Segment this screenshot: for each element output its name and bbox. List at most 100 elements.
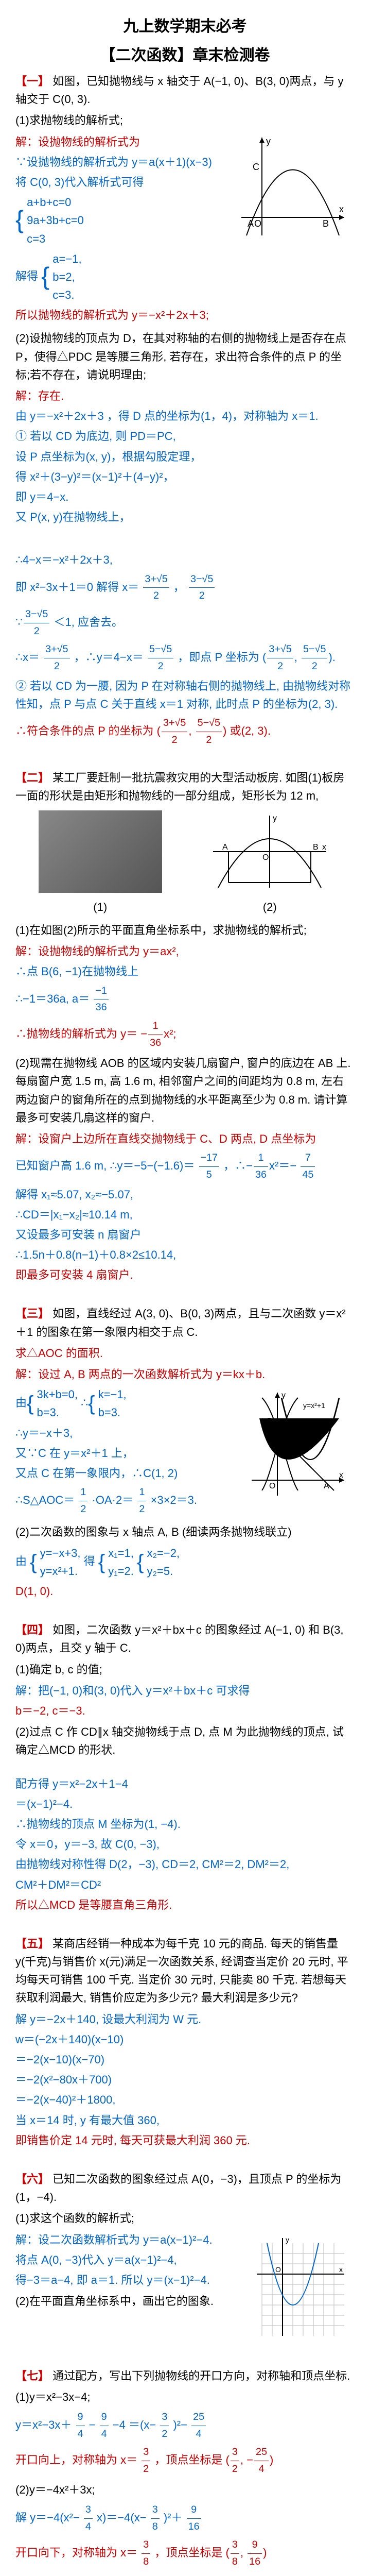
svg-text:x: x: [339, 1471, 343, 1480]
q2-s7: 即最多可安装 4 扇窗户.: [15, 1266, 355, 1284]
q3-figure: O A B C x y y=x²+1: [246, 1387, 349, 1501]
q6-block: 【六】 已知二次函数的图象经过点 A(0，−3)，且顶点 P 的坐标为(1，−4…: [15, 2170, 355, 2206]
q1-d5: 即 y＝4−x.: [15, 488, 355, 506]
q5-block: 【五】 某商店经销一种成本为每千克 10 元的商品. 每天的销售量 y(千克)与…: [15, 1935, 355, 2007]
q4-s1: 解：把(−1, 0)和(3, 0)代入 y＝x²＋bx＋c 可求得: [15, 1682, 355, 1700]
q2-pt: ∴点 B(6, −1)在抛物线上: [15, 962, 355, 980]
q2-block: 【二】 某工厂要赶制一批抗震救灾用的大型活动板房. 如图(1)板房一面的形状是由…: [15, 769, 355, 805]
q2-fig1-placeholder: [39, 810, 162, 893]
q1-p2: (2)设抛物线的顶点为 D，在其对称轴的右侧的抛物线上是否存在点 P，使得△PD…: [15, 329, 355, 384]
q1-solve: 解得 { a=−1, b=2, c=3.: [15, 250, 355, 304]
q3-stem: 如图，直线经过 A(3, 0)、B(0, 3)两点，且与二次函数 y＝x²＋1 …: [15, 1307, 346, 1338]
q1-d8: 即 x²−3x＋1＝0 解得 x＝ 3+√52 ， 3−√52: [15, 571, 355, 604]
q4-s8: 所以△MCD 是等腰直角三角形.: [15, 1896, 355, 1914]
q4-s7: CM²＋DM²＝CD²: [15, 1876, 355, 1894]
fig-x: x: [339, 204, 344, 214]
svg-text:A: A: [222, 843, 228, 852]
svg-text:A: A: [324, 1482, 329, 1490]
q4-label: 【四】: [15, 1623, 49, 1636]
q7-s2d: 开口向下，对称轴为 x＝ 38 ，顶点坐标是 (38, 916): [15, 2537, 355, 2570]
svg-text:y: y: [281, 1391, 286, 1400]
q4-s3: ＝(x−1)²−4.: [15, 1795, 355, 1813]
q6-label: 【六】: [15, 2173, 49, 2185]
q4-block: 【四】 如图，二次函数 y＝x²＋bx＋c 的图象经过 A(−1, 0) 和 B…: [15, 1621, 355, 1657]
q2-s6: ∴1.5n＋0.8(n−1)＋0.8×2≤10.14,: [15, 1246, 355, 1264]
q1-d12: ② 若以 CD 为一腰, 因为 P 在对称轴右侧的抛物线上, 由抛物线对称性知，…: [15, 677, 355, 713]
q2-s2: 已知窗户高 1.6 m, ∴y＝−5−(−1.6)＝ −175 ，∴−136x²…: [15, 1150, 355, 1183]
svg-text:B: B: [313, 843, 319, 852]
q2-fig2: A B y x O: [208, 810, 331, 893]
q2-cap1: (1): [39, 898, 162, 916]
svg-text:O: O: [262, 853, 269, 862]
q1-d7: ∴4−x＝−x²＋2x＋3,: [15, 551, 355, 569]
q2-p2: (2)现需在抛物线 AOB 的区域内安装几扇窗户, 窗户的底边在 AB 上. 每…: [15, 1054, 355, 1127]
q1-d13: ∴符合条件的点 P 的坐标为 (3+√52, 5−√52) 或(2, 3).: [15, 715, 355, 748]
q5-s6: 当 x＝14 时, y 有最大值 360,: [15, 2111, 355, 2129]
q7-s1e: 开口向上，对称轴为 x＝ 32 ，顶点坐标是 (32, −254): [15, 2444, 355, 2477]
q7-label: 【七】: [15, 2369, 49, 2382]
q1-label: 【一】: [15, 75, 49, 88]
svg-text:x: x: [339, 2265, 343, 2274]
q7-s2: 解 y＝−4(x²− 34 x)＝−4(x− 38 )²＋ 916: [15, 2502, 355, 2535]
q3-p2: (2)二次函数的图象与 x 轴点 A, B (细读两条抛物线联立): [15, 1523, 355, 1541]
q3-cd: D(1, 0).: [15, 1582, 355, 1600]
q2-ans: ∴抛物线的解析式为 y＝ −136x²;: [15, 1018, 355, 1051]
svg-text:x: x: [322, 843, 326, 852]
q4-p1: (1)确定 b, c 的值;: [15, 1660, 355, 1679]
q4-s2: 配方得 y＝x²−2x＋1−4: [15, 1775, 355, 1793]
q7-block: 【七】 通过配方，写出下列抛物线的开口方向，对称轴和顶点坐标.: [15, 2367, 355, 2385]
q2-figures: (1) A B y x O (2): [15, 810, 355, 916]
q5-s2: w＝(−2x＋140)(x−10): [15, 2030, 355, 2048]
q5-s4: ＝−2(x²−80x＋700): [15, 2071, 355, 2089]
q6-figure: O x y: [252, 2233, 349, 2341]
q1-stem: 如图，已知抛物线与 x 轴交于 A(−1, 0)、B(3, 0)两点，与 y 轴…: [15, 75, 343, 106]
page-title-2: 【二次函数】章末检测卷: [15, 43, 355, 68]
q1-d4: 得 x²＋(3−y)²＝(x−1)²＋(4−y)²，: [15, 468, 355, 486]
q2-stem: 某工厂要赶制一批抗震救灾用的大型活动板房. 如图(1)板房一面的形状是由矩形和抛…: [15, 771, 344, 802]
q4-s6: 由抛物线对称性得 D(2，−3), CD＝2, CM²＝2, DM²＝2,: [15, 1855, 355, 1873]
q4-s5: 令 x＝0，y＝−3, 故 C(0, −3),: [15, 1835, 355, 1853]
fig-y: y: [266, 136, 271, 146]
fig-A: A: [248, 218, 254, 229]
q5-s7: 即销售价定 14 元时, 每天可获最大利润 360 元.: [15, 2131, 355, 2149]
q3-ex: 由 { y=−x+3, y=x²+1. 得 { x₁=1, y₁=2. { x₂…: [15, 1544, 355, 1580]
svg-text:O: O: [269, 1482, 275, 1490]
q2-label: 【二】: [15, 771, 49, 784]
q2-s5: 又设最多可安装 n 扇窗户: [15, 1226, 355, 1244]
svg-text:O: O: [275, 2265, 281, 2274]
q3-p1: 求△AOC 的面积.: [15, 1344, 355, 1362]
q7-p2: (2)y＝−4x²＋3x;: [15, 2481, 355, 2499]
q1-d3: 设 P 点坐标为(x, y)，根据勾股定理，: [15, 448, 355, 466]
svg-text:y: y: [286, 2235, 289, 2244]
q3-s1: 解：设过 A, B 两点的一次函数解析式为 y＝kx＋b.: [15, 1365, 355, 1383]
q4-bc: b＝−2, c＝−3.: [15, 1702, 355, 1720]
q1-ans1: 所以抛物线的解析式为 y＝−x²＋2x＋3;: [15, 306, 355, 324]
q1-d10: ∴x＝ 3+√52 ，∴y＝4−x＝ 5−√52 ，即点 P 坐标为 (3+√5…: [15, 641, 355, 674]
q2-s4: ∴CD＝|x₁−x₂|≈10.14 m,: [15, 1206, 355, 1224]
svg-text:y=x²+1: y=x²+1: [303, 1401, 325, 1410]
fig-O: O: [254, 218, 261, 229]
svg-text:B: B: [267, 1417, 273, 1426]
q6-p1: (1)求这个函数的解析式;: [15, 2209, 355, 2227]
svg-text:C: C: [297, 1432, 303, 1441]
q1-d6: 又 P(x, y)在抛物线上，: [15, 508, 355, 526]
q5-label: 【五】: [15, 1937, 49, 1950]
q1-block: 【一】 如图，已知抛物线与 x 轴交于 A(−1, 0)、B(3, 0)两点，与…: [15, 72, 355, 108]
q7-s1: y＝x²−3x＋ 94 − 94 −4 ＝(x− 32 )²− 254: [15, 2409, 355, 2442]
q6-stem: 已知二次函数的图象经过点 A(0，−3)，且顶点 P 的坐标为(1，−4).: [15, 2173, 341, 2204]
q1-exist: 解：存在.: [15, 387, 355, 405]
q3-label: 【三】: [15, 1307, 49, 1320]
page-title-1: 九上数学期末必考: [15, 14, 355, 39]
fig-B: B: [323, 218, 329, 229]
q4-s4: ∴抛物线的顶点 M 坐标为(1, −4).: [15, 1815, 355, 1833]
q7-stem: 通过配方，写出下列抛物线的开口方向，对称轴和顶点坐标.: [52, 2369, 350, 2382]
q1-d2: ① 若以 CD 为底边, 则 PD＝PC,: [15, 427, 355, 445]
q2-cap2: (2): [208, 898, 331, 916]
q4-p2: (2)过点 C 作 CD∥x 轴交抛物线于点 D, 点 M 为此抛物线的顶点, …: [15, 1723, 355, 1759]
svg-text:y: y: [273, 814, 277, 823]
q2-eqa: ∴−1＝36a, a＝ −136: [15, 983, 355, 1016]
q5-stem: 某商店经销一种成本为每千克 10 元的商品. 每天的销售量 y(千克)与销售价 …: [15, 1937, 348, 2005]
q1-d9: ∵3−√52 ＜1, 应舍去。: [15, 606, 355, 639]
fig-C: C: [253, 162, 259, 172]
q7-p1: (1)y＝x²−3x−4;: [15, 2388, 355, 2406]
